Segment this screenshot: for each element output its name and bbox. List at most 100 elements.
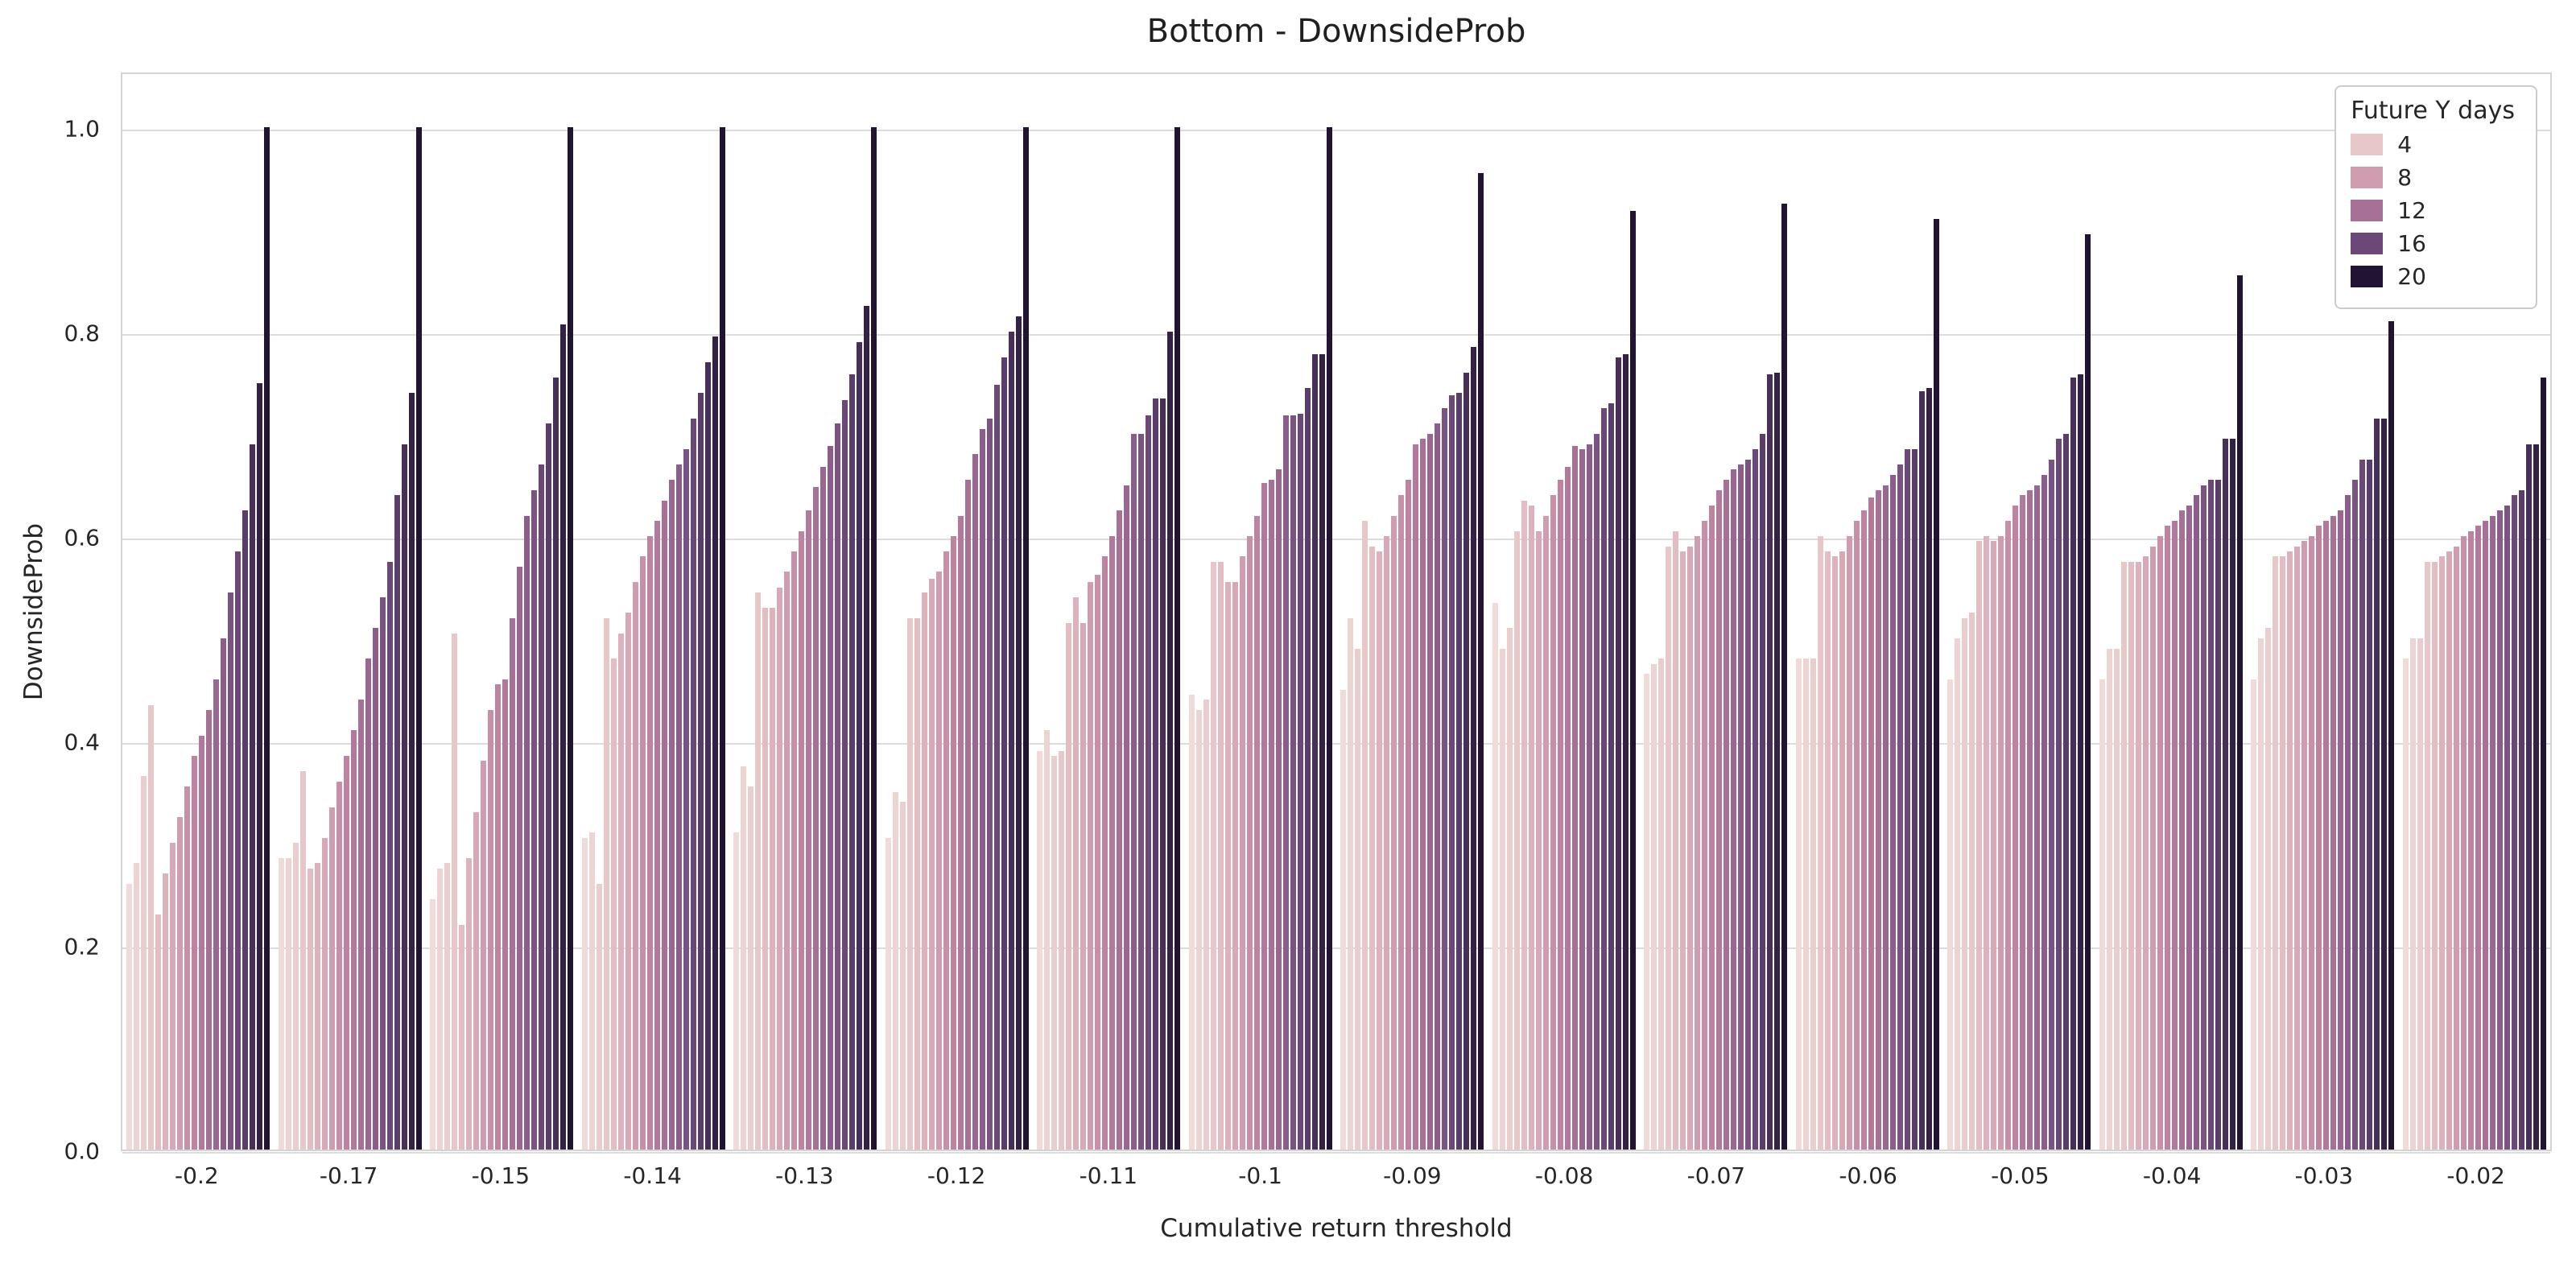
- bar: [1167, 332, 1174, 1150]
- bar: [2113, 648, 2120, 1150]
- legend-label: 20: [2397, 263, 2426, 290]
- bar: [1810, 658, 1816, 1150]
- bar: [1731, 469, 1737, 1150]
- bar: [1384, 536, 1390, 1150]
- bar: [2186, 505, 2192, 1150]
- bar: [1340, 689, 1347, 1150]
- legend-title: Future Y days: [2351, 97, 2515, 125]
- x-tick-label: -0.04: [2142, 1162, 2202, 1189]
- bar: [632, 582, 638, 1150]
- x-tick-label: -0.08: [1534, 1162, 1594, 1189]
- legend-label: 4: [2397, 131, 2413, 158]
- bar: [1716, 489, 1723, 1150]
- bar: [646, 536, 653, 1150]
- bar: [697, 393, 704, 1150]
- bar: [1868, 497, 1874, 1150]
- bar: [2424, 561, 2430, 1150]
- bar: [2496, 510, 2503, 1150]
- bar: [148, 704, 155, 1150]
- bar: [2005, 520, 2012, 1150]
- bar: [278, 858, 284, 1150]
- bar: [1745, 459, 1752, 1150]
- bar: [828, 446, 834, 1150]
- bar: [2027, 489, 2033, 1150]
- bar: [1217, 561, 1224, 1150]
- bar: [2482, 520, 2488, 1150]
- x-tick-label: -0.11: [1079, 1162, 1138, 1189]
- bar: [871, 127, 877, 1150]
- bar: [1998, 536, 2004, 1150]
- bar: [1435, 423, 1441, 1150]
- bar: [1521, 500, 1527, 1150]
- x-axis: -0.2 -0.17 -0.15 -0.14 -0.13 -0.12 -0.11 -0.1 -0…: [121, 1162, 2552, 1189]
- bar: [2409, 638, 2416, 1150]
- bar: [163, 873, 169, 1150]
- bar: [1261, 482, 1267, 1150]
- bar: [2280, 556, 2286, 1150]
- bar: [1673, 530, 1679, 1150]
- bar: [524, 515, 530, 1150]
- bar: [1427, 434, 1434, 1150]
- legend: Future Y days 4 8 12 16 20: [2334, 85, 2537, 309]
- x-tick-label: -0.09: [1383, 1162, 1442, 1189]
- bar: [1542, 515, 1549, 1150]
- bar: [704, 362, 711, 1150]
- bar: [1991, 541, 1997, 1150]
- bar: [1666, 546, 1672, 1150]
- bars-container: [122, 74, 2550, 1150]
- x-tick-label: -0.15: [471, 1162, 530, 1189]
- bar: [1629, 211, 1636, 1150]
- bar: [2106, 648, 2112, 1150]
- bar: [979, 428, 985, 1150]
- bar: [2142, 556, 2149, 1150]
- bar: [1073, 597, 1080, 1150]
- bar: [343, 756, 349, 1150]
- bar: [430, 898, 436, 1150]
- legend-swatch: [2351, 233, 2384, 254]
- y-tick-label: 1.0: [64, 115, 100, 142]
- x-tick-label: -0.05: [1991, 1162, 2050, 1189]
- bar: [849, 374, 856, 1150]
- bar: [452, 633, 458, 1150]
- bar: [1138, 434, 1145, 1150]
- bar: [365, 658, 371, 1150]
- bar: [596, 883, 602, 1150]
- bar: [906, 617, 913, 1150]
- bar: [1001, 357, 1007, 1150]
- bar: [791, 551, 798, 1150]
- bar: [2533, 444, 2539, 1150]
- bar: [2135, 561, 2141, 1150]
- bar: [957, 515, 964, 1150]
- bar: [1752, 449, 1759, 1150]
- bar: [2431, 561, 2438, 1150]
- bar: [928, 579, 935, 1150]
- bar: [762, 607, 769, 1150]
- bar: [972, 454, 978, 1150]
- bar: [2251, 679, 2257, 1150]
- legend-rows: 4 8 12 16 20: [2351, 131, 2515, 290]
- bar: [1304, 387, 1311, 1150]
- bar: [206, 709, 213, 1150]
- legend-entry: 8: [2351, 164, 2515, 191]
- x-tick-label: -0.06: [1839, 1162, 1897, 1189]
- bar: [2063, 434, 2070, 1150]
- bar: [1608, 402, 1614, 1150]
- legend-swatch: [2351, 200, 2384, 221]
- bar: [1153, 398, 1159, 1150]
- bar: [675, 464, 682, 1150]
- legend-swatch: [2351, 167, 2384, 188]
- bar: [2149, 546, 2156, 1150]
- bar: [1724, 480, 1730, 1150]
- bar: [1348, 617, 1354, 1150]
- bar: [2041, 474, 2048, 1150]
- bar: [155, 914, 162, 1150]
- bar: [141, 776, 147, 1150]
- bar: [539, 464, 545, 1150]
- bar: [617, 633, 624, 1150]
- x-tick-label: -0.07: [1686, 1162, 1746, 1189]
- bar: [2070, 378, 2077, 1150]
- bar: [1442, 408, 1448, 1150]
- bar: [1377, 551, 1383, 1150]
- bar: [2265, 628, 2272, 1150]
- bar: [1311, 353, 1318, 1150]
